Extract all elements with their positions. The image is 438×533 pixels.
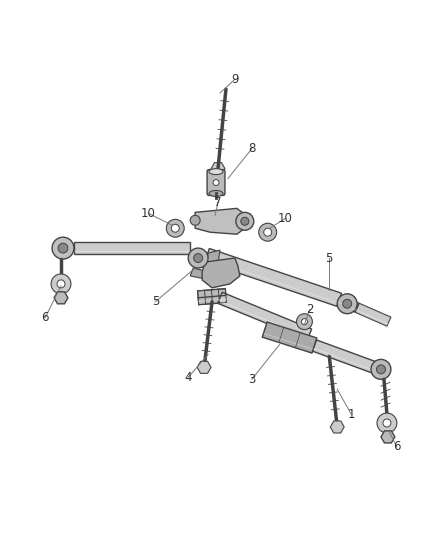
FancyBboxPatch shape bbox=[207, 169, 225, 196]
Circle shape bbox=[297, 314, 312, 329]
Text: 3: 3 bbox=[248, 373, 255, 386]
Polygon shape bbox=[211, 163, 225, 175]
Circle shape bbox=[337, 294, 357, 314]
Text: 6: 6 bbox=[41, 311, 49, 324]
Text: 8: 8 bbox=[248, 142, 255, 155]
Circle shape bbox=[190, 215, 200, 225]
Polygon shape bbox=[206, 250, 220, 266]
Polygon shape bbox=[195, 208, 245, 234]
Circle shape bbox=[166, 219, 184, 237]
Polygon shape bbox=[197, 361, 211, 374]
Circle shape bbox=[51, 274, 71, 294]
Polygon shape bbox=[337, 295, 359, 312]
Circle shape bbox=[188, 248, 208, 268]
Ellipse shape bbox=[209, 168, 223, 175]
Circle shape bbox=[241, 217, 249, 225]
Circle shape bbox=[213, 180, 219, 185]
Circle shape bbox=[58, 243, 68, 253]
Text: 7: 7 bbox=[214, 196, 222, 209]
Circle shape bbox=[301, 319, 307, 325]
Polygon shape bbox=[190, 268, 213, 280]
Text: 10: 10 bbox=[141, 207, 156, 220]
Polygon shape bbox=[205, 248, 342, 306]
Text: 5: 5 bbox=[152, 295, 159, 308]
Text: 4: 4 bbox=[184, 371, 192, 384]
Circle shape bbox=[171, 224, 179, 232]
Polygon shape bbox=[312, 340, 376, 373]
Polygon shape bbox=[381, 431, 395, 443]
Circle shape bbox=[264, 228, 272, 236]
Text: 1: 1 bbox=[347, 408, 355, 421]
Polygon shape bbox=[330, 421, 344, 433]
Polygon shape bbox=[54, 292, 68, 304]
Circle shape bbox=[194, 254, 203, 263]
Circle shape bbox=[371, 359, 391, 379]
Circle shape bbox=[57, 280, 65, 288]
Polygon shape bbox=[198, 289, 226, 305]
Text: 6: 6 bbox=[393, 440, 401, 454]
Polygon shape bbox=[355, 303, 391, 326]
Circle shape bbox=[52, 237, 74, 259]
Circle shape bbox=[343, 300, 352, 308]
Polygon shape bbox=[202, 258, 240, 288]
Ellipse shape bbox=[209, 190, 223, 197]
Circle shape bbox=[377, 413, 397, 433]
Text: 5: 5 bbox=[325, 252, 333, 264]
Polygon shape bbox=[74, 242, 190, 254]
Text: 9: 9 bbox=[231, 72, 239, 86]
Text: 10: 10 bbox=[278, 212, 293, 225]
Polygon shape bbox=[262, 322, 317, 353]
Circle shape bbox=[383, 419, 391, 427]
Circle shape bbox=[259, 223, 277, 241]
Text: 2: 2 bbox=[306, 303, 313, 316]
Circle shape bbox=[236, 212, 254, 230]
Circle shape bbox=[377, 365, 385, 374]
Polygon shape bbox=[218, 292, 312, 340]
